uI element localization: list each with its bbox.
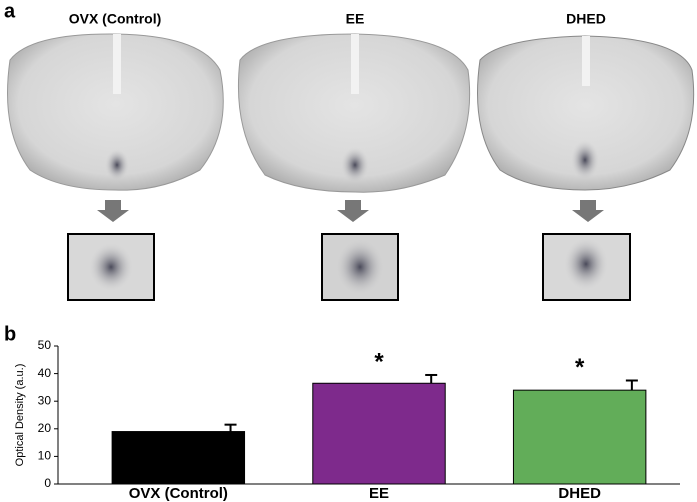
image-label: DHED bbox=[566, 11, 606, 27]
bar bbox=[512, 389, 647, 485]
image-label: OVX (Control) bbox=[69, 11, 162, 27]
x-tick-label: OVX (Control) bbox=[129, 485, 228, 502]
error-bar bbox=[425, 373, 438, 384]
bar bbox=[111, 431, 246, 485]
y-tick-label: 40 bbox=[38, 366, 52, 380]
y-tick-label: 10 bbox=[38, 449, 52, 463]
annotation: * bbox=[575, 354, 585, 381]
image-label: EE bbox=[346, 11, 365, 27]
annotation: * bbox=[374, 348, 384, 375]
x-tick-label: DHED bbox=[558, 485, 601, 502]
y-tick-label: 30 bbox=[38, 393, 52, 407]
y-tick-label: 50 bbox=[38, 338, 52, 352]
panel-label: a bbox=[4, 0, 16, 22]
error-bar bbox=[224, 423, 237, 432]
x-tick-label: EE bbox=[369, 485, 389, 502]
brain-images bbox=[7, 33, 695, 301]
y-tick-label: 0 bbox=[44, 476, 51, 490]
bar bbox=[312, 382, 446, 485]
error-bar bbox=[625, 379, 638, 391]
panel-label: b bbox=[4, 323, 16, 345]
y-axis-label: Optical Density (a.u.) bbox=[14, 364, 26, 467]
y-tick-label: 20 bbox=[38, 421, 52, 435]
